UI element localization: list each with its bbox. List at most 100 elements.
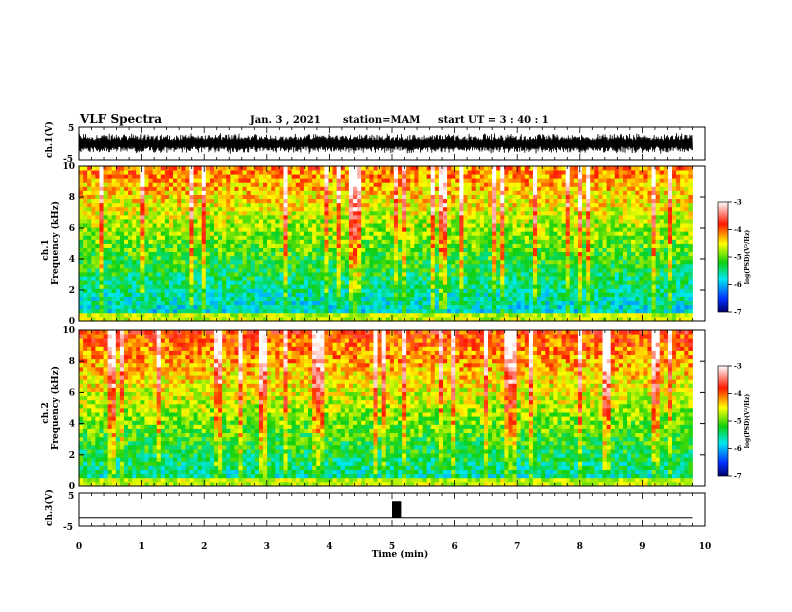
spectrogram-cell <box>332 243 338 248</box>
spectrogram-cell <box>222 267 227 273</box>
spectrogram-cell <box>213 210 219 216</box>
spectrogram-cell <box>344 255 350 261</box>
spectrogram-cell <box>336 170 342 175</box>
spectrogram-cell <box>361 292 366 297</box>
spectrogram-cell <box>561 316 567 322</box>
spectrogram-cell <box>213 292 219 297</box>
spectrogram-cell <box>287 227 293 232</box>
spectrogram-cell <box>381 231 387 236</box>
spectrogram-cell <box>91 190 96 195</box>
spectrogram-cell <box>569 210 575 216</box>
spectrogram-cell <box>254 272 260 277</box>
spectrogram-cell <box>487 272 493 277</box>
spectrogram-cell <box>541 276 546 281</box>
spectrogram-cell <box>103 276 109 281</box>
spectrogram-cell <box>402 198 407 204</box>
spectrogram-cell <box>471 227 477 232</box>
spectrogram-cell <box>83 227 88 232</box>
spectrogram-cell <box>582 198 587 204</box>
spectrogram-cell <box>230 308 235 314</box>
spectrogram-cell <box>226 288 231 293</box>
spectrogram-cell <box>406 247 411 253</box>
spectrogram-cell <box>177 308 182 314</box>
spectrogram-cell <box>209 239 215 244</box>
spectrogram-cell <box>426 227 432 232</box>
spectrogram-cell <box>610 166 616 171</box>
spectrogram-cell <box>271 198 276 204</box>
spectrogram-cell <box>463 194 468 200</box>
spectrogram-cell <box>582 231 587 236</box>
spectrogram-cell <box>590 276 595 281</box>
spectrogram-cell <box>414 296 419 302</box>
spectrogram-cell <box>242 316 248 322</box>
spectrogram-cell <box>340 267 346 273</box>
spectrogram-cell <box>594 178 599 183</box>
spectrogram-cell <box>128 166 133 171</box>
spectrogram-cell <box>332 227 338 232</box>
spectrogram-cell <box>492 210 497 216</box>
spectrogram-cell <box>250 280 256 285</box>
spectrogram-cell <box>512 170 518 175</box>
spectrogram-cell <box>246 235 252 240</box>
spectrogram-cell <box>406 210 411 216</box>
spectrogram-cell <box>512 316 518 322</box>
spectrogram-cell <box>381 304 387 310</box>
spectrogram-cell <box>537 231 542 236</box>
spectrogram-cell <box>393 166 399 171</box>
spectrogram-cell <box>144 296 149 302</box>
spectrogram-cell <box>565 280 571 285</box>
spectrogram-cell <box>222 292 227 297</box>
spectrogram-cell <box>218 166 223 171</box>
spectrogram-cell <box>447 186 452 191</box>
spectrogram-cell <box>357 239 362 244</box>
spectrogram-cell <box>594 202 599 208</box>
spectrogram-cell <box>95 280 100 285</box>
spectrogram-cell <box>475 296 481 302</box>
spectrogram-cell <box>594 174 599 179</box>
spectrogram-cell <box>99 259 104 265</box>
spectrogram-cell <box>410 214 415 220</box>
spectrogram-cell <box>222 198 227 204</box>
spectrogram-cell <box>230 300 235 306</box>
spectrogram-cell <box>393 304 399 310</box>
spectrogram-cell <box>132 280 137 285</box>
spectrogram-cell <box>443 214 448 220</box>
spectrogram-cell <box>87 243 92 248</box>
spectrogram-cell <box>418 190 423 195</box>
spectrogram-cell <box>234 267 239 273</box>
spectrogram-cell <box>250 178 256 183</box>
spectrogram-cell <box>234 235 239 240</box>
spectrogram-cell <box>168 170 174 175</box>
spectrogram-cell <box>373 280 378 285</box>
spectrogram-cell <box>549 259 554 265</box>
spectrogram-cell <box>357 296 362 302</box>
spectrogram-cell <box>275 288 280 293</box>
spectrogram-cell <box>79 255 84 261</box>
spectrogram-cell <box>402 276 407 281</box>
spectrogram-cell <box>602 202 607 208</box>
spectrogram-cell <box>340 247 346 253</box>
spectrogram-cell <box>553 166 558 171</box>
spectrogram-cell <box>312 272 317 277</box>
spectrogram-cell <box>128 182 133 187</box>
spectrogram-cell <box>140 288 145 293</box>
spectrogram-cell <box>467 190 473 195</box>
spectrogram-cell <box>119 231 125 236</box>
spectrogram-cell <box>348 227 354 232</box>
spectrogram-cell <box>287 312 293 318</box>
spectrogram-cell <box>398 292 403 297</box>
spectrogram-cell <box>107 206 113 212</box>
spectrogram-cell <box>451 255 456 261</box>
spectrogram-cell <box>128 223 133 228</box>
spectrogram-cell <box>532 296 538 302</box>
spectrogram-cell <box>201 170 207 175</box>
spectrogram-cell <box>79 267 84 273</box>
spectrogram-cell <box>148 190 154 195</box>
spectrogram-cell <box>128 272 133 277</box>
spectrogram-cell <box>344 186 350 191</box>
spectrogram-cell <box>467 186 473 191</box>
spectrogram-cell <box>303 235 309 240</box>
spectrogram-cell <box>205 263 211 269</box>
spectrogram-cell <box>610 174 616 179</box>
spectrogram-cell <box>328 190 333 195</box>
